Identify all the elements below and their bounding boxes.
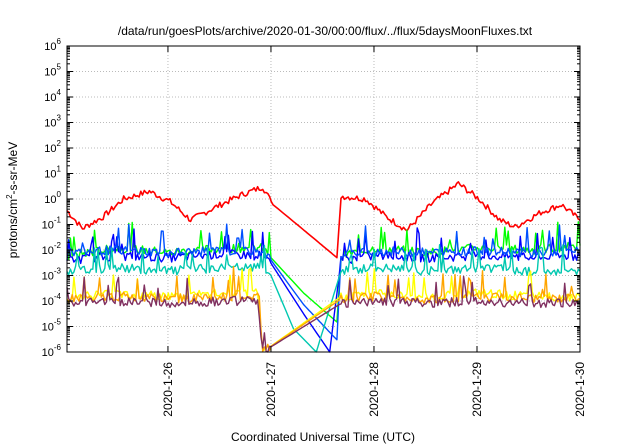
series-line-8 (66, 275, 581, 353)
x-tick-label: 2020-1-27 (264, 362, 278, 417)
series-line-6 (66, 267, 581, 351)
y-tick-labels: 10-6 10-5 10-4 10-3 10-2 10-1 100 101 102 103 104 1… (42, 37, 62, 359)
y-tick-label: 10-3 (42, 267, 62, 283)
axis-ticks (67, 45, 581, 353)
x-tick-labels: 2020-1-26 2020-1-27 2020-1-28 2020-1-29 2020… (161, 362, 587, 417)
y-tick-label: 10-1 (42, 216, 62, 232)
y-tick-label: 103 (44, 114, 61, 130)
chart-series (66, 181, 581, 353)
y-tick-label: 102 (44, 139, 61, 155)
y-axis-label-pre: protons/cm (6, 199, 20, 258)
series-line-5 (66, 243, 581, 353)
y-axis-label-post: -s-sr-MeV (6, 142, 20, 195)
y-tick-label: 10-6 (42, 343, 62, 359)
series-line-7 (66, 265, 580, 353)
y-tick-label: 104 (44, 88, 61, 104)
y-tick-label: 100 (44, 190, 61, 206)
y-tick-label: 10-5 (42, 318, 62, 334)
series-line-3 (66, 227, 581, 353)
y-tick-label: 106 (44, 37, 61, 53)
x-tick-label: 2020-1-28 (367, 362, 381, 417)
series-line-4 (66, 223, 581, 341)
y-tick-label: 10-4 (42, 292, 62, 308)
y-tick-label: 105 (44, 63, 61, 79)
x-tick-label: 2020-1-26 (161, 362, 175, 417)
y-tick-label: 101 (44, 165, 61, 181)
series-line-1 (66, 181, 581, 259)
y-axis-label: protons/cm2-s-sr-MeV (5, 142, 20, 258)
x-tick-label: 2020-1-29 (470, 362, 484, 417)
y-tick-label: 10-2 (42, 241, 62, 257)
chart-title: /data/run/goesPlots/archive/2020-01-30/0… (118, 24, 533, 38)
y-axis-label-sup: 2 (5, 194, 14, 199)
x-tick-label: 2020-1-30 (573, 362, 587, 417)
x-axis-label: Coordinated Universal Time (UTC) (231, 430, 415, 444)
